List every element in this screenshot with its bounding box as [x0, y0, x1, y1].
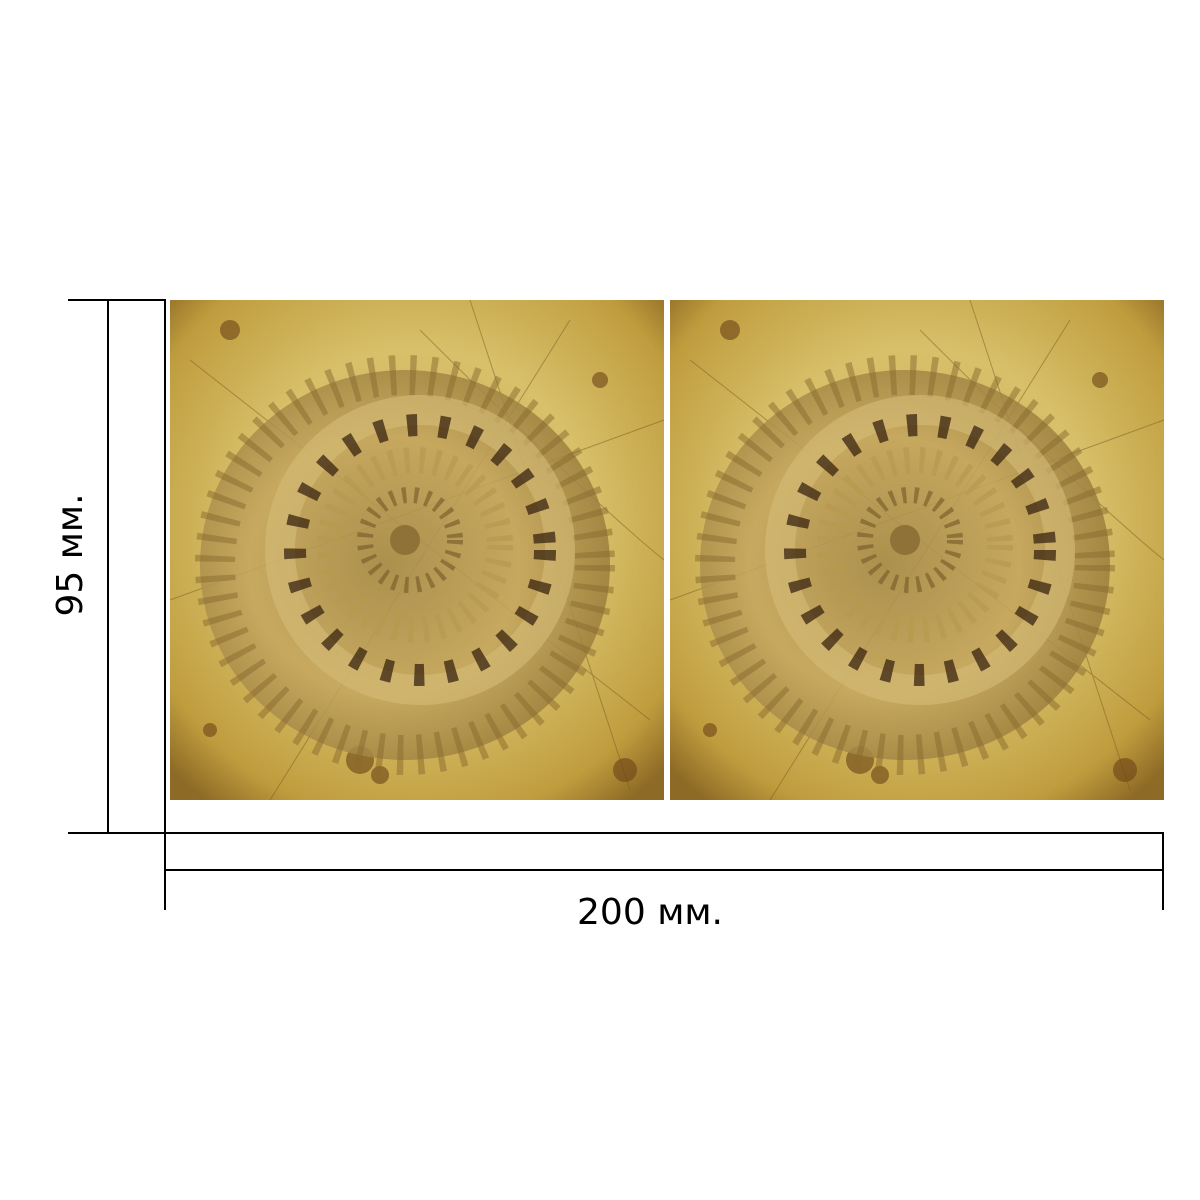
tile-image: [670, 300, 1164, 800]
height-dimension: 95 мм.: [50, 299, 166, 834]
tile-image: [170, 300, 664, 800]
width-label: 200 мм.: [577, 892, 723, 933]
width-dimension: 200 мм.: [164, 832, 1164, 933]
height-label: 95 мм.: [50, 493, 91, 616]
